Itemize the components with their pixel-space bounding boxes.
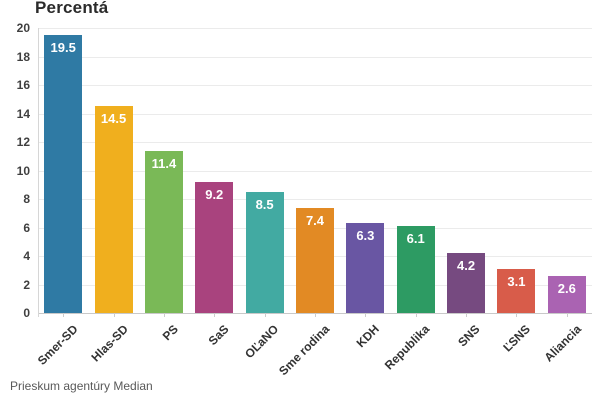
x-tick-label: Sme rodina	[275, 322, 332, 379]
x-tick-label: Aliancia	[541, 322, 584, 365]
x-tick-mark	[214, 313, 216, 317]
x-tick-mark	[315, 313, 316, 317]
y-tick-label: 18	[16, 49, 30, 64]
grid-line	[38, 28, 592, 29]
bar-value-label: 7.4	[305, 212, 325, 228]
x-tick-label: Smer-SD	[34, 322, 81, 368]
x-tick-mark	[415, 313, 417, 317]
x-tick-label: OĽaNO	[242, 322, 282, 362]
chart-title: Percentá	[35, 0, 109, 17]
bar-value-label: 3.1	[507, 273, 526, 289]
grid-line	[38, 142, 592, 143]
y-tick-label: 10	[16, 163, 30, 178]
y-tick-label: 14	[16, 106, 30, 121]
grid-line	[38, 199, 592, 200]
bar-value-label: 11.4	[151, 155, 177, 171]
x-tick-label: PS	[159, 322, 181, 344]
bar: 14.5	[94, 106, 133, 313]
x-tick-label: ĽSNS	[500, 322, 534, 355]
bar: 19.5	[44, 35, 83, 313]
bar-value-label: 19.5	[50, 40, 76, 56]
x-tick-label: SNS	[455, 322, 483, 350]
bar-value-label: 4.2	[457, 258, 476, 274]
grid-line	[38, 56, 592, 58]
x-tick-mark	[163, 313, 165, 317]
y-tick-label: 12	[16, 135, 30, 149]
bar-value-label: 14.5	[100, 111, 127, 127]
y-tick-label: 20	[16, 21, 30, 35]
bar-value-label: 9.2	[205, 186, 224, 202]
bar: 6.1	[396, 226, 435, 313]
bar: 4.2	[447, 253, 486, 313]
bar: 2.6	[547, 275, 586, 313]
x-tick-label: SaS	[205, 322, 232, 348]
x-tick-mark	[113, 313, 115, 317]
bar: 7.4	[296, 207, 334, 313]
bar-value-label: 8.5	[255, 196, 274, 212]
grid-line	[38, 113, 592, 115]
bar-value-label: 6.3	[356, 228, 375, 244]
x-tick-mark	[516, 313, 518, 317]
x-tick-mark	[63, 313, 65, 317]
y-tick-label: 0	[23, 306, 30, 320]
y-axis-line	[38, 28, 39, 317]
bar: 3.1	[497, 268, 536, 313]
bar-value-label: 6.1	[406, 231, 425, 247]
bar: 8.5	[245, 191, 284, 313]
x-tick-label: Republika	[382, 322, 433, 373]
y-tick-label: 8	[23, 192, 30, 206]
bar: 11.4	[144, 150, 183, 313]
x-tick-mark	[264, 313, 266, 317]
y-tick-label: 4	[23, 249, 30, 263]
bar: 6.3	[346, 223, 385, 313]
x-tick-mark	[365, 313, 367, 317]
bar: 9.2	[195, 181, 234, 313]
y-tick-label: 2	[23, 277, 30, 292]
grid-line	[38, 170, 592, 172]
x-tick-mark	[466, 313, 468, 317]
y-tick-label: 16	[16, 78, 30, 92]
x-tick-mark	[566, 313, 568, 317]
x-tick-label: KDH	[353, 322, 383, 351]
bar-value-label: 2.6	[557, 280, 576, 296]
source-note: Prieskum agentúry Median	[10, 379, 153, 393]
x-tick-label: Hlas-SD	[88, 322, 131, 365]
y-tick-label: 6	[23, 220, 30, 235]
grid-line	[38, 85, 592, 86]
